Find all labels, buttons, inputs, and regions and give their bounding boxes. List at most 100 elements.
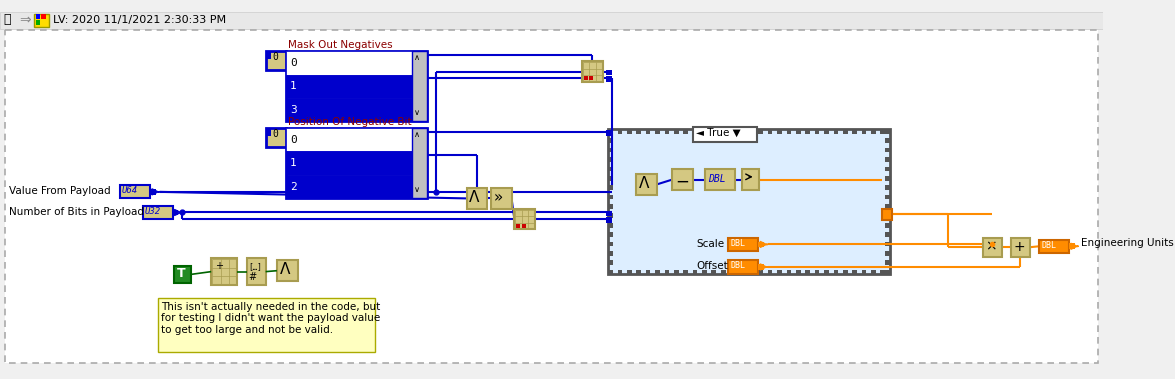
Bar: [885, 166, 889, 171]
Bar: [287, 152, 412, 175]
Bar: [41, 20, 46, 25]
Bar: [805, 129, 810, 134]
Bar: [885, 129, 889, 134]
Bar: [609, 270, 613, 274]
Bar: [885, 223, 889, 227]
Bar: [606, 217, 612, 223]
Bar: [824, 129, 828, 134]
Bar: [606, 77, 612, 82]
Text: 0: 0: [290, 135, 297, 145]
Bar: [885, 195, 889, 199]
Bar: [705, 169, 734, 190]
Bar: [656, 270, 660, 274]
Text: 3: 3: [290, 105, 297, 115]
Bar: [712, 270, 717, 274]
Bar: [721, 129, 726, 134]
Bar: [35, 14, 40, 19]
Bar: [618, 270, 623, 274]
Bar: [693, 270, 698, 274]
Bar: [646, 270, 651, 274]
Bar: [885, 213, 889, 218]
Bar: [885, 232, 889, 237]
Bar: [721, 270, 726, 274]
Bar: [637, 129, 642, 134]
Bar: [287, 98, 412, 121]
Text: ◄ True ▼: ◄ True ▼: [696, 128, 740, 138]
Bar: [287, 128, 412, 152]
Bar: [618, 129, 623, 134]
Bar: [885, 241, 889, 246]
Bar: [795, 270, 800, 274]
Text: DBL: DBL: [730, 261, 745, 270]
Bar: [805, 270, 810, 274]
Bar: [712, 129, 717, 134]
Bar: [703, 270, 707, 274]
Text: ✋: ✋: [4, 13, 12, 25]
Bar: [609, 148, 613, 152]
Bar: [266, 128, 287, 147]
Bar: [609, 241, 613, 246]
Bar: [730, 270, 734, 274]
Bar: [1010, 238, 1029, 257]
Bar: [880, 129, 885, 134]
Bar: [609, 185, 613, 190]
Text: Λ: Λ: [280, 262, 290, 277]
Bar: [693, 129, 698, 134]
Bar: [824, 270, 828, 274]
Text: Mask Out Negatives: Mask Out Negatives: [288, 40, 392, 50]
Bar: [606, 70, 612, 75]
Bar: [852, 270, 857, 274]
Bar: [515, 209, 535, 229]
Bar: [728, 260, 758, 274]
Bar: [609, 223, 613, 227]
Bar: [584, 77, 588, 80]
Bar: [684, 270, 689, 274]
Text: DBL: DBL: [730, 239, 745, 248]
Text: Number of Bits in Payload: Number of Bits in Payload: [9, 207, 145, 217]
Text: Scale: Scale: [697, 239, 725, 249]
Bar: [767, 270, 772, 274]
Bar: [795, 129, 800, 134]
Bar: [739, 129, 744, 134]
Text: Position Of Negative Bit: Position Of Negative Bit: [288, 117, 411, 127]
Bar: [665, 270, 670, 274]
Bar: [287, 75, 412, 98]
Bar: [842, 129, 847, 134]
Bar: [674, 129, 679, 134]
Bar: [758, 270, 763, 274]
Bar: [491, 188, 511, 209]
Text: #: #: [249, 272, 257, 282]
Bar: [637, 174, 657, 195]
Text: T: T: [176, 267, 186, 280]
Text: ×: ×: [986, 240, 998, 254]
Text: 0: 0: [273, 52, 278, 62]
Bar: [885, 185, 889, 190]
Bar: [466, 188, 488, 209]
Bar: [606, 211, 612, 216]
Text: 0: 0: [273, 129, 278, 139]
Bar: [142, 206, 173, 219]
Bar: [287, 51, 427, 121]
Text: Offset: Offset: [697, 261, 728, 271]
Bar: [287, 175, 412, 199]
Bar: [637, 270, 642, 274]
Bar: [120, 185, 150, 199]
Bar: [885, 176, 889, 180]
Bar: [287, 51, 412, 75]
Text: Λ: Λ: [639, 176, 650, 191]
Text: −: −: [674, 172, 689, 190]
Bar: [1039, 240, 1069, 253]
Bar: [861, 129, 866, 134]
Bar: [247, 258, 266, 285]
Bar: [609, 213, 613, 218]
Bar: [277, 260, 297, 281]
Text: 1: 1: [290, 158, 297, 168]
Text: »: »: [494, 190, 503, 205]
Bar: [627, 129, 632, 134]
Bar: [609, 166, 613, 171]
Text: U64: U64: [122, 186, 139, 195]
Bar: [1069, 243, 1075, 249]
Bar: [833, 270, 838, 274]
Bar: [609, 204, 613, 209]
Bar: [982, 238, 1001, 257]
